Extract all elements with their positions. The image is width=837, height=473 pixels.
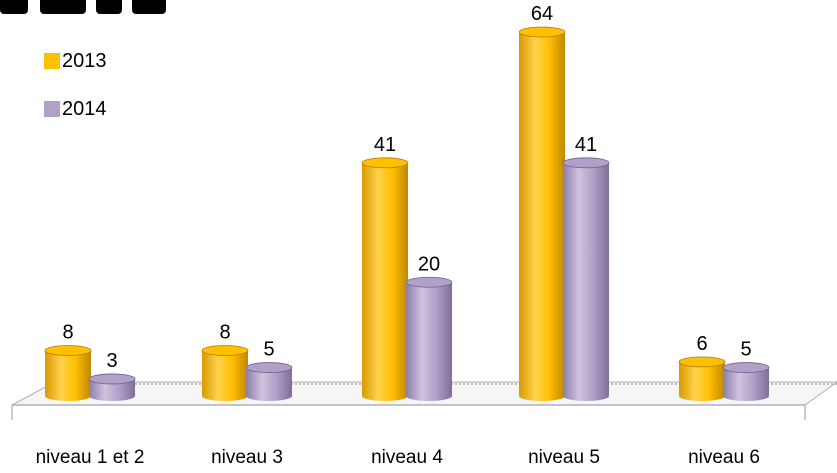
bar-2013-niveau-5 — [518, 26, 566, 401]
legend: 2013 2014 — [44, 48, 107, 144]
category-label: niveau 6 — [688, 447, 760, 468]
data-label-2014-niveau-6: 5 — [740, 339, 751, 361]
bar-2013-niveau-4 — [361, 157, 409, 401]
bar-2014-niveau-1-et-2 — [88, 373, 136, 401]
chart-title-fragment — [0, 0, 170, 14]
bar-2014-niveau-3 — [245, 362, 293, 401]
bar-2014-niveau-5 — [562, 157, 610, 401]
bar-2013-niveau-6 — [678, 356, 726, 401]
data-label-2014-niveau-3: 5 — [263, 339, 274, 361]
legend-label-2014: 2014 — [62, 97, 107, 120]
legend-label-2013: 2013 — [62, 49, 107, 72]
legend-swatch-2013 — [44, 53, 60, 69]
data-label-2014-niveau-1-et-2: 3 — [106, 350, 117, 372]
bar-2013-niveau-1-et-2 — [44, 345, 92, 401]
category-label: niveau 5 — [528, 447, 600, 468]
data-label-2014-niveau-4: 20 — [418, 253, 440, 275]
data-label-2013-niveau-5: 64 — [531, 3, 553, 25]
data-label-2013-niveau-1-et-2: 8 — [62, 322, 73, 344]
bar-2013-niveau-3 — [201, 345, 249, 401]
data-label-2013-niveau-6: 6 — [696, 333, 707, 355]
data-label-2013-niveau-4: 41 — [374, 134, 396, 156]
legend-swatch-2014 — [44, 101, 60, 117]
legend-item-2013: 2013 — [44, 48, 107, 74]
bar-2014-niveau-4 — [405, 276, 453, 401]
legend-item-2014: 2014 — [44, 96, 107, 122]
category-label: niveau 4 — [371, 447, 443, 468]
category-label: niveau 3 — [211, 447, 283, 468]
data-label-2013-niveau-3: 8 — [219, 322, 230, 344]
data-label-2014-niveau-5: 41 — [575, 134, 597, 156]
category-label: niveau 1 et 2 — [36, 447, 145, 468]
bar-2014-niveau-6 — [722, 362, 770, 401]
